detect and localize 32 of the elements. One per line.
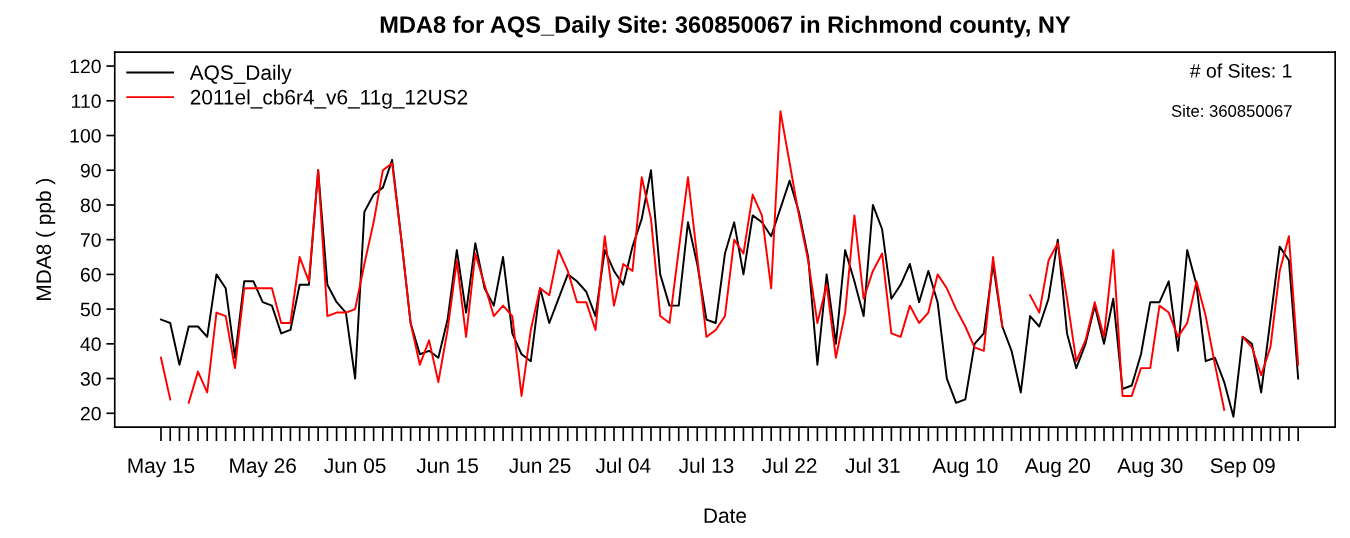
x-tick-label: Sep 09 xyxy=(1210,458,1275,478)
legend-label: 2011el_cb6r4_v6_11g_12US2 xyxy=(190,89,468,109)
x-tick-label: Jun 05 xyxy=(324,458,386,474)
line-series xyxy=(160,158,1300,418)
x-tick-label: Jul 13 xyxy=(678,457,734,474)
x-axis-title: Date xyxy=(704,508,747,524)
y-tick-label: 90 xyxy=(80,163,101,178)
annotation: # of Sites: 1 xyxy=(1189,63,1292,78)
x-tick-label: Jun 15 xyxy=(416,458,478,474)
annotation: Site: 360850067 xyxy=(1171,104,1292,117)
x-tick-label: May 15 xyxy=(128,458,195,478)
x-tick-label: Aug 30 xyxy=(1117,458,1183,478)
y-tick-label: 110 xyxy=(72,94,101,109)
y-tick-label: 80 xyxy=(80,198,101,213)
x-tick-label: May 26 xyxy=(230,458,296,478)
y-tick-label: 70 xyxy=(80,233,101,247)
y-tick-label: 50 xyxy=(80,302,101,317)
x-tick-label: Jul 22 xyxy=(762,457,817,474)
y-tick-label: 60 xyxy=(80,267,101,282)
y-tick-label: 100 xyxy=(70,128,101,143)
x-tick-label: Jul 04 xyxy=(595,457,651,474)
x-tick-label: Jun 25 xyxy=(509,458,571,474)
y-axis-title: MDA8 ( ppb ) xyxy=(35,179,56,300)
x-tick-label: Aug 20 xyxy=(1024,458,1090,478)
legend-label: AQS_Daily xyxy=(189,64,292,85)
x-tick-label: Aug 10 xyxy=(932,458,998,478)
y-tick-label: 120 xyxy=(70,59,101,74)
y-tick-label: 40 xyxy=(80,337,101,352)
x-tick-label: Jul 31 xyxy=(845,457,900,474)
y-tick-label: 20 xyxy=(80,406,101,421)
y-tick-label: 30 xyxy=(80,372,101,386)
chart-title: MDA8 for AQS_Daily Site: 360850067 in Richmond county, NY xyxy=(380,15,1071,38)
